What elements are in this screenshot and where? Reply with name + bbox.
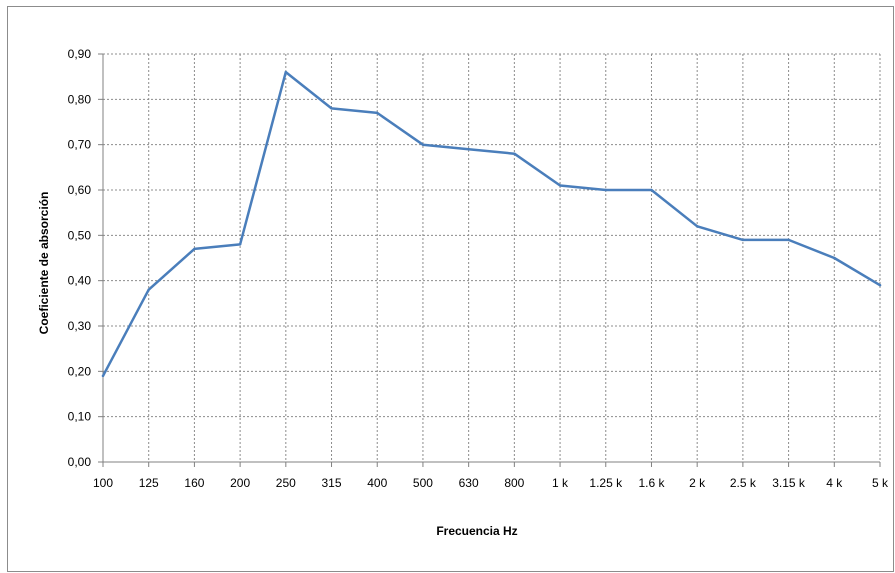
chart-frame xyxy=(7,6,894,572)
series-line xyxy=(101,70,882,378)
x-tick-label: 100 xyxy=(93,476,113,490)
data-point xyxy=(878,284,882,287)
data-point xyxy=(147,288,150,291)
grid-lines xyxy=(103,53,881,462)
data-point xyxy=(101,374,105,378)
data-point xyxy=(558,184,562,187)
y-tick-labels: 0,00 0,10 0,20 0,30 0,40 0,50 0,60 0,70 0,80 0,90 xyxy=(68,47,92,469)
y-tick-label: 0,90 xyxy=(68,47,92,61)
y-tick-label: 0,60 xyxy=(68,183,92,197)
data-point xyxy=(787,238,790,242)
data-point xyxy=(833,256,836,260)
x-tick-label: 800 xyxy=(504,476,524,490)
x-tick-label: 2 k xyxy=(689,476,706,490)
data-point xyxy=(193,247,196,251)
y-tick-label: 0,00 xyxy=(68,455,92,469)
x-axis-title: Frecuencia Hz xyxy=(436,524,517,538)
y-tick-label: 0,20 xyxy=(68,364,92,378)
x-tick-label: 630 xyxy=(459,476,479,490)
y-axis-title: Coeficiente de absorción xyxy=(37,192,51,335)
x-tick-label: 4 k xyxy=(826,476,843,490)
x-tick-label: 200 xyxy=(230,476,250,490)
data-point xyxy=(238,243,242,246)
x-tick-label: 315 xyxy=(322,476,342,490)
y-tick-label: 0,10 xyxy=(68,410,92,424)
data-point xyxy=(513,152,516,155)
y-tick-label: 0,50 xyxy=(68,228,92,242)
x-tick-labels: 100 125 160 200 250 315 400 500 630 800 1 k 1.25 k 1… xyxy=(93,476,889,490)
axes xyxy=(98,53,881,467)
y-tick-label: 0,80 xyxy=(68,92,92,106)
y-tick-label: 0,30 xyxy=(68,319,92,333)
data-point xyxy=(604,188,607,192)
x-tick-label: 5 k xyxy=(872,476,889,490)
x-tick-label: 1.6 k xyxy=(638,476,665,490)
series-layer xyxy=(101,70,882,378)
data-point xyxy=(376,111,379,115)
x-tick-label: 1.25 k xyxy=(589,476,623,490)
data-point xyxy=(421,143,425,146)
data-point xyxy=(741,238,745,242)
y-tick-label: 0,40 xyxy=(68,274,92,288)
y-tick-label: 0,70 xyxy=(68,138,92,152)
x-tick-label: 2.5 k xyxy=(730,476,757,490)
data-point xyxy=(330,107,333,110)
x-tick-label: 125 xyxy=(139,476,159,490)
x-tick-label: 160 xyxy=(184,476,204,490)
data-point xyxy=(650,188,653,192)
x-tick-label: 3.15 k xyxy=(772,476,806,490)
data-point xyxy=(467,148,470,151)
x-tick-label: 400 xyxy=(367,476,387,490)
x-tick-label: 250 xyxy=(276,476,296,490)
x-tick-label: 500 xyxy=(413,476,433,490)
data-point xyxy=(284,70,288,74)
x-tick-label: 1 k xyxy=(552,476,569,490)
data-point xyxy=(695,225,699,228)
